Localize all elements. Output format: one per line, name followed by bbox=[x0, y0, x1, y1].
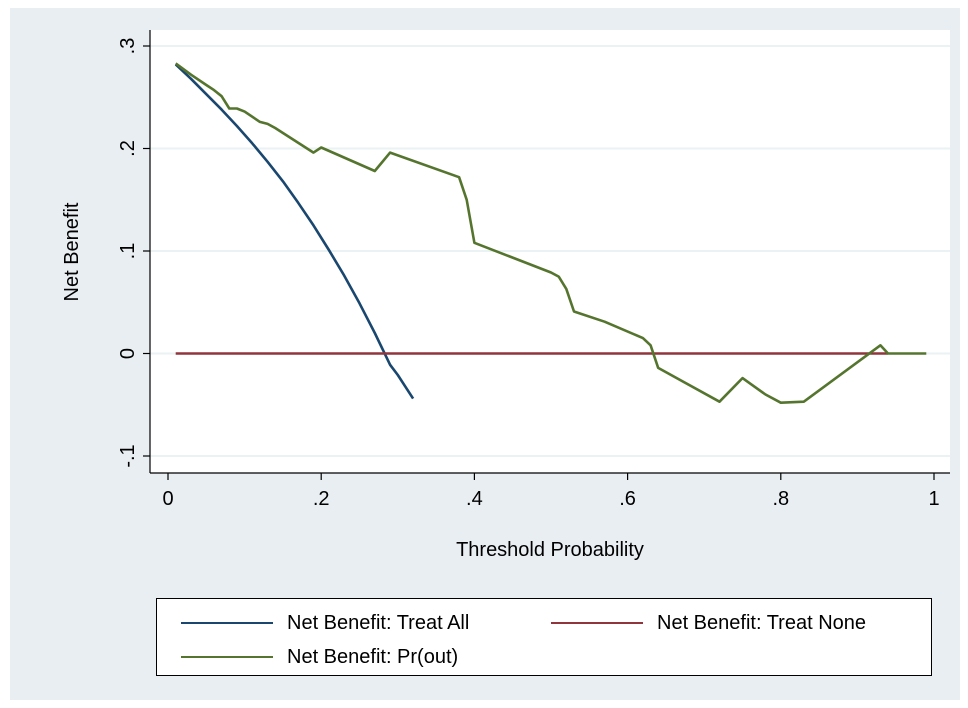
y-tick-label-4: .3 bbox=[117, 38, 139, 55]
y-axis-title: Net Benefit bbox=[61, 202, 83, 301]
y-tick-label-1: 0 bbox=[117, 348, 139, 359]
x-tick-label-5: 1 bbox=[928, 488, 939, 510]
x-tick-label-3: .6 bbox=[619, 488, 636, 510]
legend-swatch-treat-none bbox=[551, 622, 643, 624]
legend-label-treat-all: Net Benefit: Treat All bbox=[287, 611, 470, 634]
x-tick-label-1: .2 bbox=[313, 488, 330, 510]
x-tick-label-2: .4 bbox=[466, 488, 483, 510]
legend-item-treat-all: Net Benefit: Treat All bbox=[181, 610, 469, 636]
x-tick-label-0: 0 bbox=[162, 488, 173, 510]
legend-label-treat-none: Net Benefit: Treat None bbox=[657, 611, 867, 634]
ticks: -.1 0 .1 .2 .3 0 .2 .4 .6 .8 1 bbox=[117, 38, 940, 510]
series-line-treat-all bbox=[174, 63, 415, 400]
legend: Net Benefit: Treat All Net Benefit: Trea… bbox=[156, 598, 932, 676]
y-tick-label-2: .1 bbox=[117, 243, 139, 260]
legend-item-treat-none: Net Benefit: Treat None bbox=[551, 610, 866, 636]
series-line-pr-out bbox=[174, 62, 927, 405]
y-tick-label-3: .2 bbox=[117, 140, 139, 157]
legend-item-pr-out: Net Benefit: Pr(out) bbox=[181, 644, 458, 670]
legend-swatch-treat-all bbox=[181, 622, 273, 624]
series-lines bbox=[174, 62, 927, 405]
x-tick-label-4: .8 bbox=[772, 488, 789, 510]
x-axis-title: Threshold Probability bbox=[456, 539, 644, 561]
y-tick-label-0: -.1 bbox=[117, 444, 139, 467]
legend-swatch-pr-out bbox=[181, 656, 273, 658]
legend-label-pr-out: Net Benefit: Pr(out) bbox=[287, 645, 459, 668]
